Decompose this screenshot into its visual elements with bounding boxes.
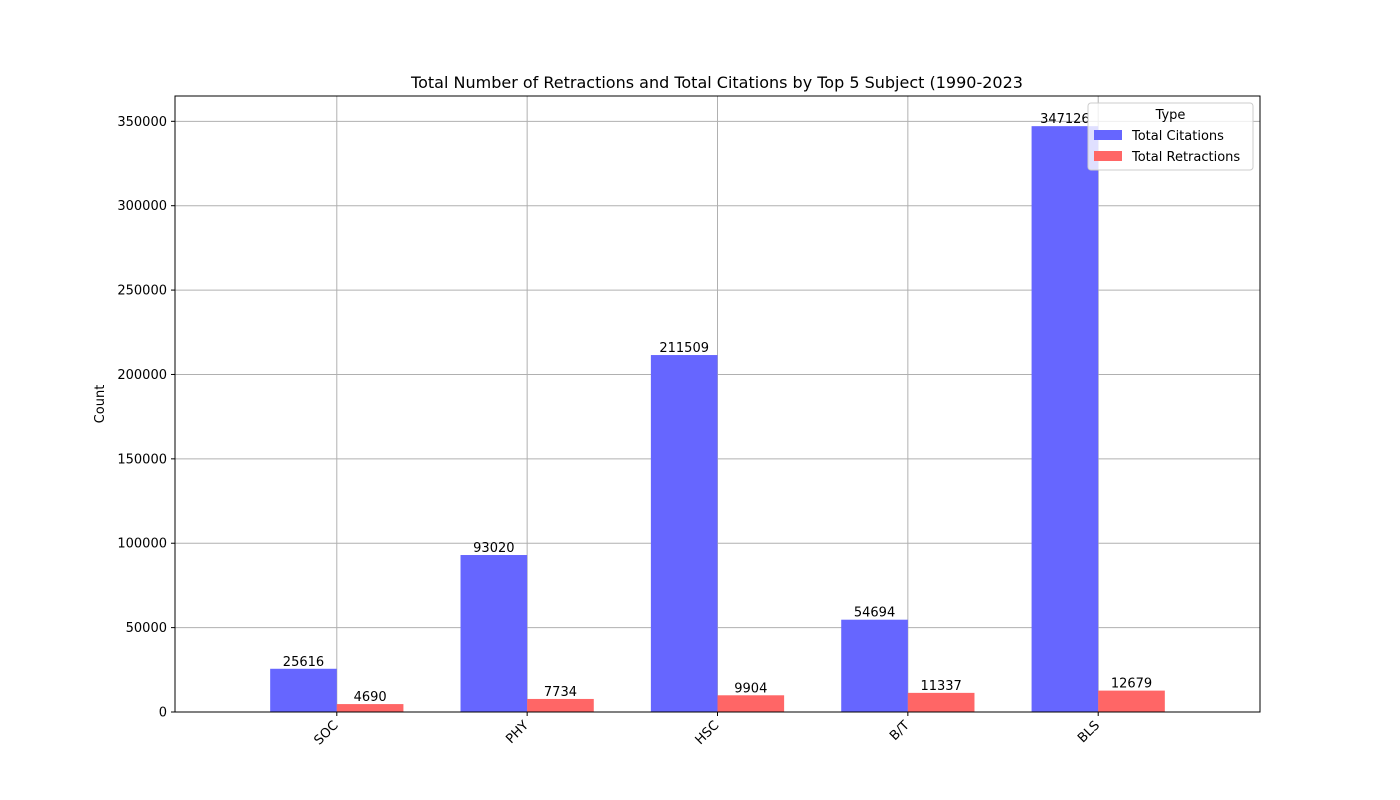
- x-tick-label: B/T: [887, 718, 913, 744]
- legend-box: [1087, 102, 1254, 171]
- bar-value-label: 347126: [1040, 112, 1090, 127]
- x-tick-label: HSC: [693, 718, 723, 748]
- bar-retractions: [907, 692, 975, 712]
- x-tick-label: SOC: [312, 718, 342, 748]
- bars-layer: [270, 126, 1165, 713]
- y-tick-label: 150000: [117, 452, 167, 467]
- bar-value-label: 211509: [659, 341, 709, 356]
- legend-label: Total Retractions: [1131, 150, 1240, 165]
- legend-swatch: [1094, 151, 1122, 161]
- bar-value-label: 4690: [354, 690, 387, 705]
- legend: Type Total Citations Total Retractions: [1087, 102, 1254, 171]
- bar-citations: [270, 668, 337, 712]
- bar-value-label: 9904: [734, 681, 767, 696]
- y-axis-label: Count: [93, 385, 108, 424]
- x-tick-label: BLS: [1075, 718, 1103, 746]
- y-tick-label: 0: [159, 706, 167, 721]
- y-tick-label: 200000: [117, 368, 167, 383]
- y-tick-label: 100000: [117, 537, 167, 552]
- y-tick-label: 250000: [117, 284, 167, 299]
- ticks-layer: 0 50000 100000 150000 200000 250000 300000 3500…: [117, 115, 1103, 749]
- bar-retractions: [527, 698, 594, 712]
- bar-value-label: 11337: [920, 679, 961, 694]
- legend-title: Type: [1155, 108, 1186, 123]
- chart-title: Total Number of Retractions and Total Ci…: [410, 73, 1023, 92]
- bar-citations: [1031, 126, 1099, 713]
- legend-label: Total Citations: [1131, 129, 1224, 144]
- labels-layer: 25616 93020 211509 54694 347126 4690 7734 9904 1…: [283, 112, 1152, 705]
- bar-value-label: 25616: [283, 655, 324, 670]
- bar-value-label: 12679: [1111, 677, 1152, 692]
- legend-swatch: [1094, 130, 1122, 140]
- bar-retractions: [1098, 690, 1165, 712]
- bar-citations: [841, 619, 908, 712]
- bar-retractions: [717, 695, 785, 712]
- y-tick-label: 50000: [126, 621, 167, 636]
- x-tick-label: PHY: [503, 718, 532, 747]
- bar-value-label: 93020: [473, 541, 514, 556]
- bar-citations: [650, 355, 718, 712]
- bar-value-label: 54694: [854, 606, 895, 621]
- bar-citations: [460, 555, 528, 712]
- bar-value-label: 7734: [544, 685, 577, 700]
- y-tick-label: 350000: [117, 115, 167, 130]
- y-tick-label: 300000: [117, 199, 167, 214]
- bar-retractions: [336, 704, 404, 712]
